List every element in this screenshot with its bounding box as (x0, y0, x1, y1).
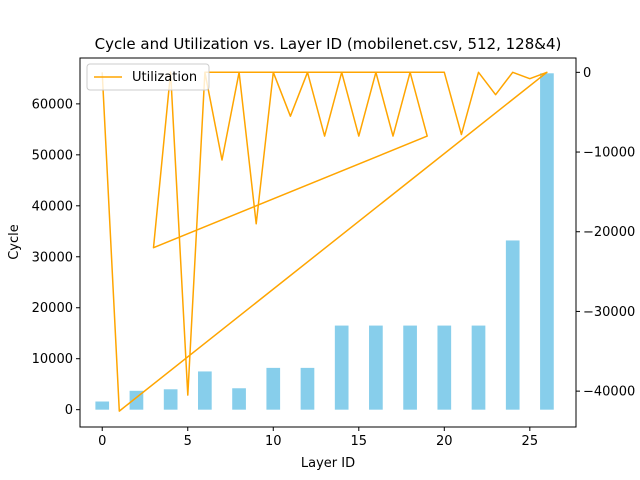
legend-label-utilization: Utilization (132, 70, 197, 85)
bar-layer-22 (471, 325, 486, 410)
y-axis-label: Cycle (7, 224, 22, 260)
bar-layer-10 (266, 367, 281, 410)
x-tick-label: 25 (522, 434, 539, 449)
y2-tick-label: −10000 (583, 146, 635, 161)
x-axis: 0 5 10 15 20 25 (98, 427, 538, 449)
bar-layer-6 (198, 371, 212, 410)
y-axis-left: 0 10000 20000 30000 40000 50000 60000 (32, 97, 80, 418)
chart-title: Cycle and Utilization vs. Layer ID (mobi… (95, 35, 562, 53)
x-tick-label: 20 (436, 434, 453, 449)
x-tick-label: 0 (98, 434, 106, 449)
bars-group (95, 73, 554, 410)
y-tick-label: 30000 (32, 250, 73, 265)
legend-box (86, 63, 210, 91)
bar-layer-18 (403, 325, 417, 410)
x-axis-label: Layer ID (301, 456, 355, 471)
y2-tick-label: 0 (583, 66, 591, 81)
x-tick-label: 15 (351, 434, 368, 449)
utilization-line-group (101, 71, 548, 412)
x-tick-label: 10 (265, 434, 282, 449)
bar-layer-26 (540, 73, 554, 410)
bar-layer-14 (334, 325, 349, 410)
bar-layer-20 (437, 325, 452, 410)
bar-layer-16 (369, 325, 383, 410)
y-tick-label: 40000 (32, 199, 73, 214)
y-tick-label: 10000 (32, 352, 73, 367)
y2-tick-label: −40000 (583, 385, 635, 400)
plot-frame (79, 57, 577, 428)
bar-layer-8 (232, 388, 246, 410)
series-line-utilization (101, 71, 548, 412)
legend: Utilization (86, 63, 210, 91)
bar-layer-24 (505, 240, 520, 410)
x-tick-label: 5 (184, 434, 192, 449)
y2-tick-label: −20000 (583, 225, 635, 240)
y2-tick-label: −30000 (583, 305, 635, 320)
y-tick-label: 50000 (32, 148, 73, 163)
bar-layer-4 (163, 389, 178, 410)
y-tick-label: 20000 (32, 301, 73, 316)
y-tick-label: 60000 (32, 97, 73, 112)
y-tick-label: 0 (65, 403, 73, 418)
bar-layer-12 (300, 367, 315, 410)
bar-layer-0 (95, 401, 110, 410)
y-axis-right: 0 −10000 −20000 −30000 −40000 (576, 66, 635, 400)
